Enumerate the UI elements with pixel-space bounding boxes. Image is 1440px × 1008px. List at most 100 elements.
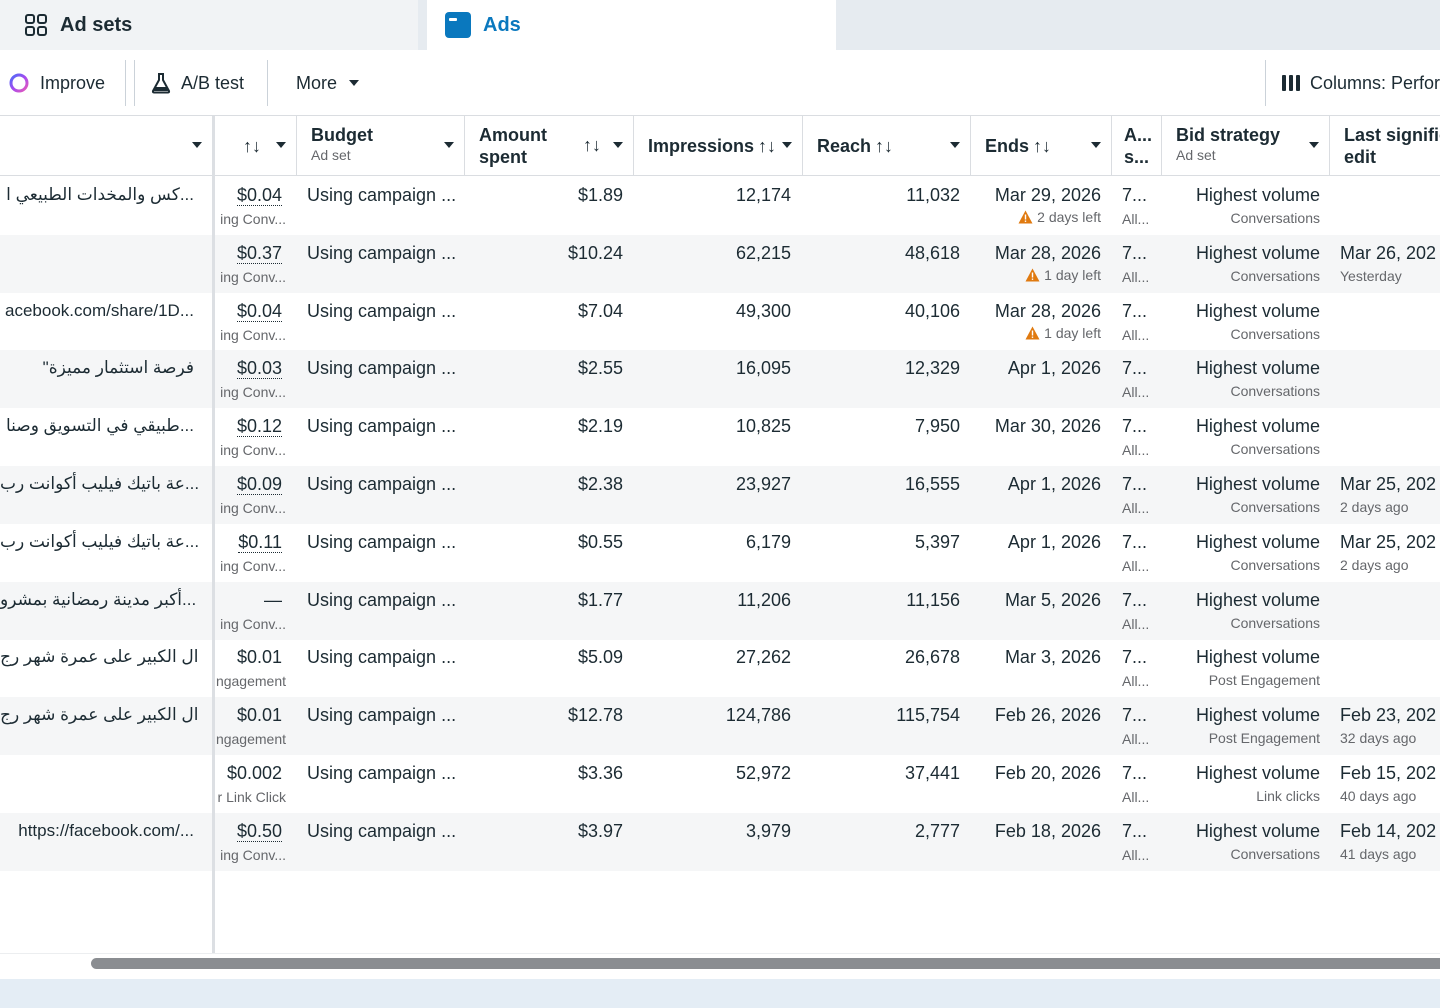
header-name[interactable] bbox=[0, 116, 213, 176]
last-edit-cell: Mar 26, 202 Yesterday bbox=[1340, 235, 1440, 293]
bid-strategy-value: Highest volume bbox=[1195, 763, 1320, 783]
impressions-value: 11,206 bbox=[737, 589, 791, 610]
budget-value: Using campaign ... bbox=[307, 474, 457, 494]
bid-strategy-value: Highest volume bbox=[1195, 531, 1320, 552]
amount-spent-value: $5.09 bbox=[577, 647, 623, 668]
columns-icon bbox=[1282, 74, 1300, 92]
bid-strategy-value: Highest volume bbox=[1195, 185, 1320, 205]
header-budget[interactable]: Budget Ad set bbox=[297, 116, 465, 176]
bid-strategy-value: Highest volume bbox=[1195, 358, 1320, 379]
table-row[interactable]: فرصة استثمار مميزة" $0.03 ing Conv... Using… bbox=[0, 350, 1440, 409]
header-impressions[interactable]: Impressions ↑↓ bbox=[634, 116, 803, 176]
cost-result-type: ngagement bbox=[215, 673, 286, 690]
ad-name[interactable]: ...أكبر مدينة رمضانية بمشرو bbox=[0, 589, 197, 609]
attribution-cell: 7... All... bbox=[1112, 177, 1160, 235]
reach-value: 26,678 bbox=[904, 647, 960, 668]
table-row[interactable]: ...ال الكبير على عمرة شهر رج $0.01 ngageme… bbox=[0, 697, 1440, 756]
header-bid-strategy[interactable]: Bid strategy Ad set bbox=[1162, 116, 1330, 176]
table-row[interactable]: ...عة باتيك فيليب أكوانت رب $0.09 ing Conv… bbox=[0, 466, 1440, 524]
attribution-sub: All... bbox=[1122, 442, 1150, 459]
header-cost[interactable]: ↑↓ bbox=[215, 116, 297, 176]
table-row[interactable]: ...طبيقي في التسويق وصنا $0.12 ing Conv...… bbox=[0, 408, 1440, 466]
ad-name[interactable] bbox=[0, 235, 200, 293]
cost-result-type: ing Conv... bbox=[220, 268, 286, 285]
cost-value: $0.11 bbox=[238, 531, 282, 553]
level-tabs: Ad sets Ads bbox=[0, 0, 1440, 50]
tab-ads[interactable]: Ads bbox=[427, 0, 836, 50]
last-edit-date: Mar 26, 202 bbox=[1340, 242, 1437, 263]
columns-dropdown[interactable]: Columns: Perfor bbox=[1265, 60, 1440, 106]
header-reach[interactable]: Reach ↑↓ bbox=[803, 116, 971, 176]
table-row[interactable]: ...كس والمخدات الطبيعي ا $0.04 ing Conv...… bbox=[0, 177, 1440, 235]
ends-date: Mar 28, 2026 bbox=[994, 242, 1101, 263]
bid-strategy-sub: Conversations bbox=[1230, 614, 1321, 631]
ends-cell: Mar 28, 2026 1 day left bbox=[970, 235, 1101, 293]
table-row[interactable]: $0.002 r Link Click Using campaign ... $3.3… bbox=[0, 755, 1440, 813]
tab-ad-sets[interactable]: Ad sets bbox=[0, 0, 418, 50]
cost-per-result: $0.01 ngagement bbox=[214, 697, 296, 755]
cost-value: — bbox=[264, 589, 282, 610]
cost-per-result: $0.002 r Link Click bbox=[214, 755, 296, 813]
header-bid-label: Bid strategy bbox=[1176, 125, 1281, 145]
sort-icon[interactable]: ↑↓ bbox=[758, 135, 777, 156]
table-row[interactable]: https://facebook.com/... $0.50 ing Conv...… bbox=[0, 812, 1440, 871]
cost-per-result: $0.12 ing Conv... bbox=[214, 408, 296, 466]
last-edit-cell bbox=[1340, 177, 1440, 235]
ad-name[interactable]: ...ال الكبير على عمرة شهر رج bbox=[0, 647, 200, 667]
table-row[interactable]: ...أكبر مدينة رمضانية بمشرو — ing Conv... U… bbox=[0, 581, 1440, 640]
impressions-value: 49,300 bbox=[735, 300, 791, 321]
table-row[interactable]: acebook.com/share/1D... $0.04 ing Conv... U… bbox=[0, 293, 1440, 351]
columns-label: Columns: Perfor bbox=[1310, 72, 1440, 93]
ad-name[interactable]: ...طبيقي في التسويق وصنا bbox=[5, 416, 194, 436]
ad-name[interactable]: acebook.com/share/1D... bbox=[5, 300, 194, 320]
sort-icon[interactable]: ↑↓ bbox=[243, 135, 261, 156]
ends-cell: Mar 5, 2026 bbox=[970, 582, 1101, 640]
attribution-value: 7... bbox=[1122, 820, 1148, 841]
budget-value: Using campaign ... bbox=[307, 820, 457, 841]
ab-test-button[interactable]: A/B test bbox=[134, 60, 268, 106]
cost-value: $0.04 bbox=[236, 300, 282, 322]
bid-strategy-sub: Link clicks bbox=[1256, 788, 1320, 804]
ends-cell: Apr 1, 2026 bbox=[970, 350, 1101, 408]
attribution-value: 7... bbox=[1122, 358, 1148, 379]
bid-strategy-value: Highest volume bbox=[1195, 242, 1320, 263]
scrollbar-thumb[interactable] bbox=[91, 958, 1440, 969]
table-row[interactable]: ...عة باتيك فيليب أكوانت رب $0.11 ing Conv… bbox=[0, 524, 1440, 582]
budget-value: Using campaign ... bbox=[307, 589, 457, 610]
frozen-column-divider[interactable] bbox=[212, 116, 215, 953]
sort-icon[interactable]: ↑↓ bbox=[1033, 135, 1052, 156]
amount-spent-value: $2.38 bbox=[577, 474, 623, 494]
improve-button[interactable]: Improve bbox=[0, 60, 126, 106]
header-impressions-label: Impressions bbox=[648, 135, 755, 156]
ad-name[interactable] bbox=[0, 755, 200, 813]
cost-result-type: ngagement bbox=[215, 731, 286, 748]
ad-name[interactable]: ...عة باتيك فيليب أكوانت رب bbox=[0, 531, 200, 551]
ad-name[interactable]: فرصة استثمار مميزة" bbox=[42, 358, 194, 378]
sort-icon[interactable]: ↑↓ bbox=[875, 135, 894, 156]
header-last-edit[interactable]: Last signific edit bbox=[1330, 116, 1440, 176]
bid-strategy-value: Highest volume bbox=[1195, 705, 1320, 726]
header-ends[interactable]: Ends ↑↓ bbox=[971, 116, 1112, 176]
attribution-value: 7... bbox=[1122, 300, 1148, 321]
attribution-cell: 7... All... bbox=[1112, 350, 1160, 408]
ad-name[interactable]: https://facebook.com/... bbox=[18, 820, 194, 840]
reach-value: 37,441 bbox=[904, 763, 960, 783]
cost-value: $0.03 bbox=[236, 358, 282, 380]
tab-ad-sets-label: Ad sets bbox=[60, 13, 133, 36]
attribution-value: 7... bbox=[1122, 531, 1148, 552]
ads-table: ↑↓ Budget Ad set Amount spent ↑↓ Impress… bbox=[0, 116, 1440, 953]
bid-strategy-cell: Highest volume Post Engagement bbox=[1164, 697, 1320, 755]
ad-name[interactable]: ...ال الكبير على عمرة شهر رج bbox=[0, 705, 200, 725]
header-a[interactable]: A... s... bbox=[1112, 116, 1162, 176]
table-row[interactable]: ...ال الكبير على عمرة شهر رج $0.01 ngageme… bbox=[0, 639, 1440, 697]
sort-icon[interactable]: ↑↓ bbox=[583, 135, 601, 155]
ad-name[interactable]: ...عة باتيك فيليب أكوانت رب bbox=[0, 474, 200, 493]
more-dropdown[interactable]: More bbox=[282, 60, 382, 106]
cost-value: $0.50 bbox=[236, 820, 282, 842]
horizontal-scrollbar[interactable] bbox=[0, 953, 1440, 979]
cost-value: $0.09 bbox=[236, 474, 282, 495]
header-amount-spent[interactable]: Amount spent ↑↓ bbox=[465, 116, 634, 176]
impressions-value: 52,972 bbox=[735, 763, 791, 783]
table-row[interactable]: $0.37 ing Conv... Using campaign ... $10.24… bbox=[0, 234, 1440, 293]
ad-name[interactable]: ...كس والمخدات الطبيعي ا bbox=[6, 185, 194, 204]
